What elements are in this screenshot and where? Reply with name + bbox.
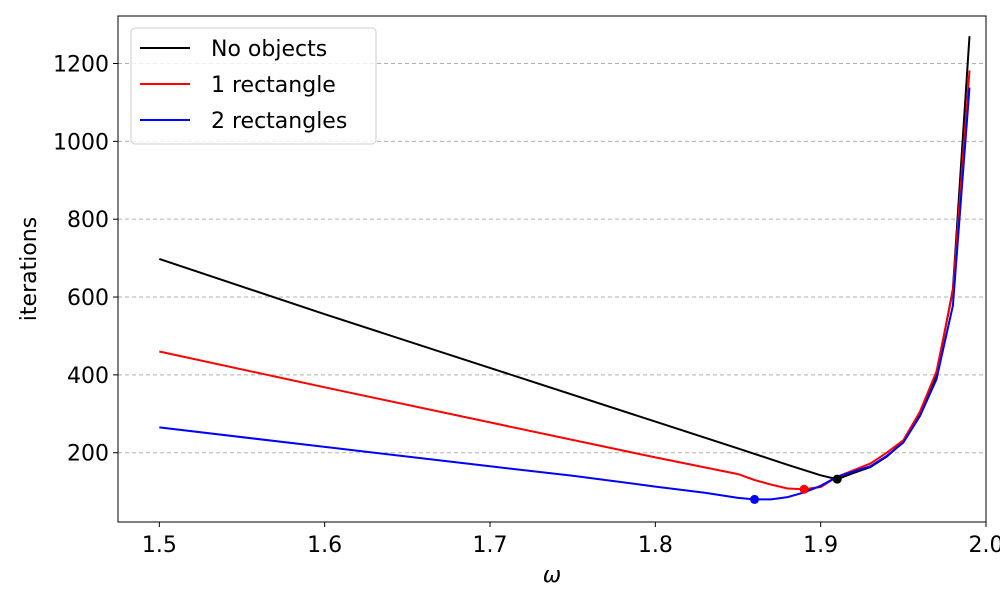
y-axis-ticks: 200 400 600 800 1000 1200: [53, 52, 118, 467]
y-grid: [118, 62, 986, 454]
y-tick-label: 1000: [53, 130, 109, 155]
x-axis-label: ω: [543, 563, 561, 588]
x-tick-label: 2.0: [969, 533, 1000, 558]
y-axis-label: iterations: [17, 217, 42, 321]
x-axis-ticks: 1.5 1.6 1.7 1.8 1.9 2.0: [142, 522, 1000, 558]
x-tick-label: 1.7: [473, 533, 508, 558]
legend-label: No objects: [211, 37, 327, 62]
legend: No objects 1 rectangle 2 rectangles: [130, 27, 377, 145]
y-tick-label: 600: [67, 286, 109, 311]
y-tick-label: 1200: [53, 52, 109, 77]
min-point-2: [799, 484, 809, 494]
x-tick-label: 1.6: [307, 533, 342, 558]
legend-label: 1 rectangle: [211, 73, 336, 98]
series-line-2: [159, 70, 971, 491]
legend-box: [130, 27, 377, 145]
y-tick-label: 800: [67, 208, 109, 233]
y-tick-label: 400: [67, 364, 109, 389]
min-point-3: [750, 494, 760, 504]
min-point-1: [832, 474, 842, 484]
y-tick-label: 200: [67, 442, 109, 467]
x-tick-label: 1.9: [803, 533, 838, 558]
x-tick-label: 1.8: [638, 533, 673, 558]
min-markers: [750, 474, 842, 504]
plot-frame: [117, 15, 987, 523]
x-tick-label: 1.5: [142, 533, 177, 558]
legend-label: 2 rectangles: [211, 109, 347, 134]
